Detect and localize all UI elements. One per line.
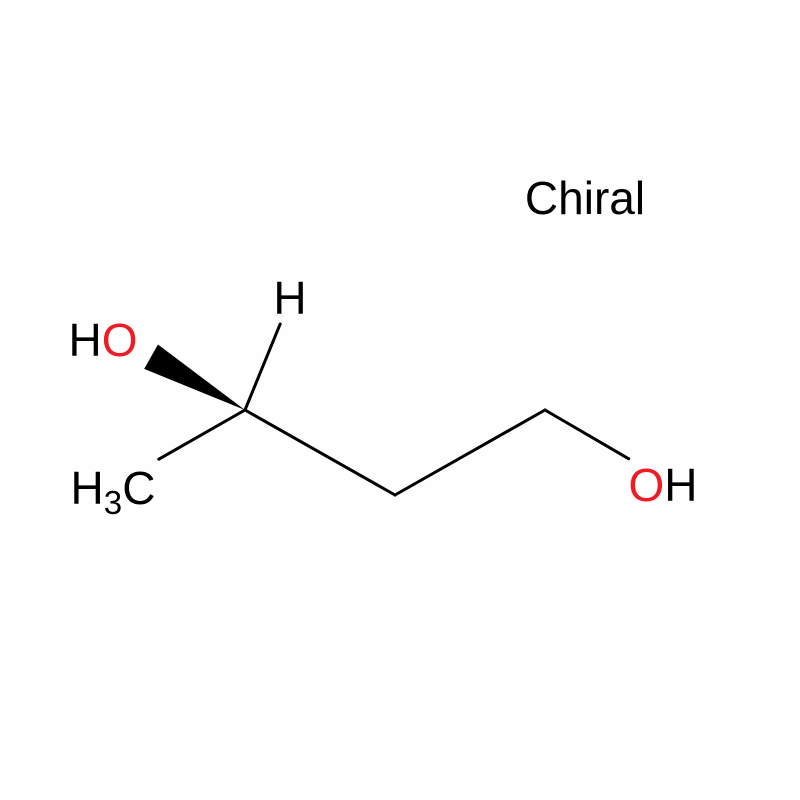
label-h-up: H xyxy=(273,271,306,325)
label-oh-right: OH xyxy=(628,458,697,512)
molecule-canvas: Chiral HO H H3C OH xyxy=(0,0,800,800)
annotation-chiral: Chiral xyxy=(525,171,645,225)
label-h3c: H3C xyxy=(71,461,156,523)
bond-layer xyxy=(0,0,800,800)
label-ho-left: HO xyxy=(68,313,137,367)
